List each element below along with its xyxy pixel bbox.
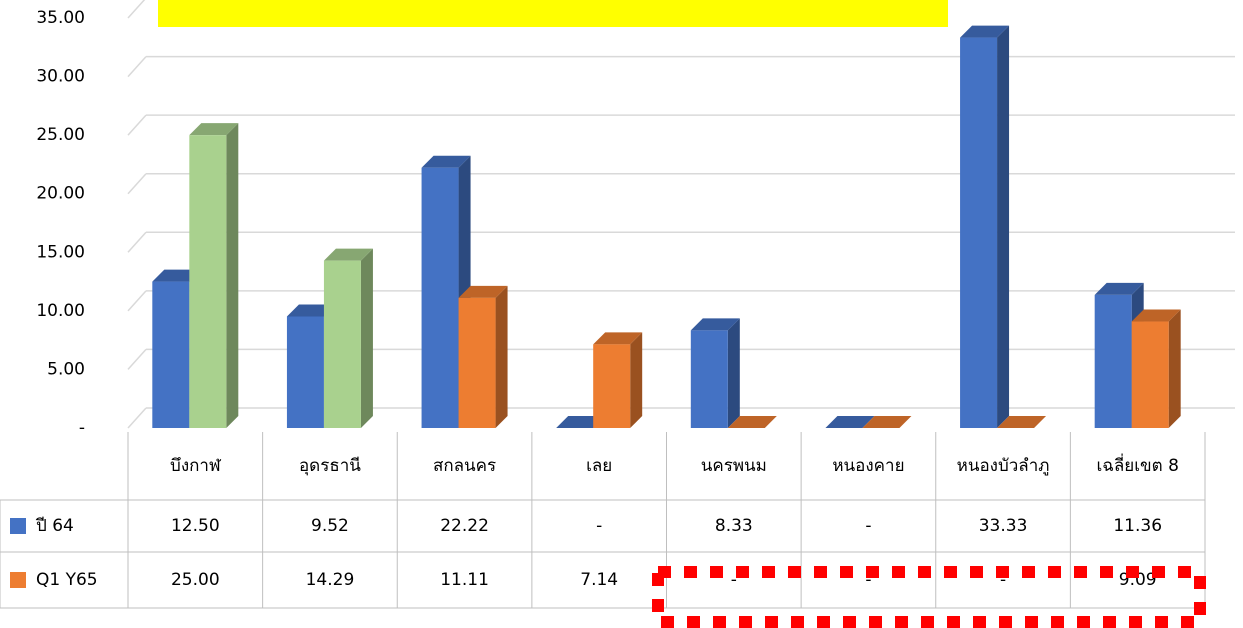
bar bbox=[323, 248, 373, 428]
value-label: 11.11 bbox=[440, 570, 489, 590]
x-tick-label: นครพนม bbox=[701, 456, 767, 476]
bar-top bbox=[1094, 282, 1144, 295]
bar-front bbox=[323, 260, 361, 428]
legend-label: ปี 64 bbox=[35, 516, 74, 536]
bar bbox=[960, 25, 1010, 428]
value-label: - bbox=[865, 570, 871, 590]
grid-line-edge bbox=[127, 231, 147, 253]
bar-side bbox=[630, 332, 643, 428]
bar-top bbox=[323, 248, 373, 261]
bar-top bbox=[458, 285, 508, 298]
bar-top bbox=[152, 269, 202, 282]
grid-line-edge bbox=[127, 348, 147, 370]
bar bbox=[727, 416, 777, 428]
grid-line-edge bbox=[127, 407, 147, 429]
x-tick-label: สกลนคร bbox=[433, 456, 496, 476]
bar-top bbox=[421, 155, 471, 168]
bar-front bbox=[1094, 294, 1132, 428]
grid-line-edge bbox=[127, 114, 147, 136]
bar-top bbox=[286, 304, 336, 317]
x-tick-label: หนองคาย bbox=[832, 456, 904, 476]
grid-line-edge bbox=[127, 0, 146, 19]
y-tick-label: 35.00 bbox=[36, 8, 85, 28]
y-tick-label: - bbox=[79, 418, 85, 438]
bar-top bbox=[690, 318, 740, 331]
bar-top bbox=[960, 25, 1010, 38]
legend-swatch bbox=[10, 518, 26, 534]
bar bbox=[593, 332, 643, 428]
bar-top bbox=[1131, 309, 1181, 322]
bar-top bbox=[997, 416, 1047, 428]
bar-front bbox=[421, 167, 459, 429]
bar-side bbox=[226, 123, 239, 429]
x-tick-label: เฉลี่ยเขต 8 bbox=[1096, 453, 1178, 476]
value-label: - bbox=[596, 516, 602, 536]
bar-side bbox=[495, 285, 508, 428]
bar bbox=[556, 416, 606, 428]
bar-side bbox=[360, 248, 373, 428]
x-tick-label: บึงกาฬ bbox=[170, 456, 222, 476]
bar-top bbox=[862, 416, 912, 428]
bar bbox=[189, 123, 239, 429]
bar bbox=[825, 416, 875, 428]
bar bbox=[1131, 309, 1181, 428]
bar-top bbox=[825, 416, 875, 428]
highlight-box bbox=[158, 0, 948, 27]
y-tick-label: 10.00 bbox=[36, 301, 85, 321]
bar-front bbox=[189, 135, 227, 428]
bar bbox=[458, 285, 508, 428]
legend-swatch bbox=[10, 572, 26, 588]
bar-top bbox=[556, 416, 606, 428]
value-label: 11.36 bbox=[1113, 516, 1162, 536]
y-tick-label: 30.00 bbox=[36, 67, 85, 87]
bar-front bbox=[286, 316, 324, 428]
value-label: 8.33 bbox=[715, 516, 753, 536]
bar-front bbox=[690, 330, 728, 428]
value-label: 12.50 bbox=[171, 516, 220, 536]
grid-line-edge bbox=[127, 173, 147, 195]
value-label: - bbox=[1000, 570, 1006, 590]
bar-front bbox=[960, 37, 998, 428]
bar-top bbox=[727, 416, 777, 428]
annotation-box bbox=[652, 566, 1206, 628]
bar bbox=[690, 318, 740, 428]
value-label: 22.22 bbox=[440, 516, 489, 536]
value-label: 7.14 bbox=[580, 570, 618, 590]
y-tick-label: 15.00 bbox=[36, 242, 85, 262]
y-tick-label: 20.00 bbox=[36, 184, 85, 204]
bar-front bbox=[152, 281, 190, 428]
bar-front bbox=[458, 297, 496, 428]
bar-front bbox=[1131, 321, 1169, 428]
value-label: 33.33 bbox=[979, 516, 1028, 536]
bar-side bbox=[997, 25, 1010, 428]
bar-front bbox=[593, 344, 631, 428]
bar bbox=[862, 416, 912, 428]
x-tick-label: หนองบัวลำภู bbox=[957, 456, 1050, 476]
y-tick-label: 25.00 bbox=[36, 125, 85, 145]
y-tick-label: 5.00 bbox=[47, 359, 85, 379]
value-label: - bbox=[731, 570, 737, 590]
grid-line-edge bbox=[127, 56, 147, 78]
bar bbox=[997, 416, 1047, 428]
grid-line-edge bbox=[127, 290, 147, 312]
bar-top bbox=[593, 332, 643, 345]
value-label: 25.00 bbox=[171, 570, 220, 590]
value-label: - bbox=[865, 516, 871, 536]
bar-side bbox=[1168, 309, 1181, 428]
bar-top bbox=[189, 123, 239, 136]
x-tick-label: เลย bbox=[586, 456, 612, 476]
bar-side bbox=[727, 318, 740, 428]
value-label: 9.52 bbox=[311, 516, 349, 536]
value-label: 14.29 bbox=[306, 570, 355, 590]
x-tick-label: อุดรธานี bbox=[299, 456, 361, 476]
legend-label: Q1 Y65 bbox=[36, 570, 98, 590]
